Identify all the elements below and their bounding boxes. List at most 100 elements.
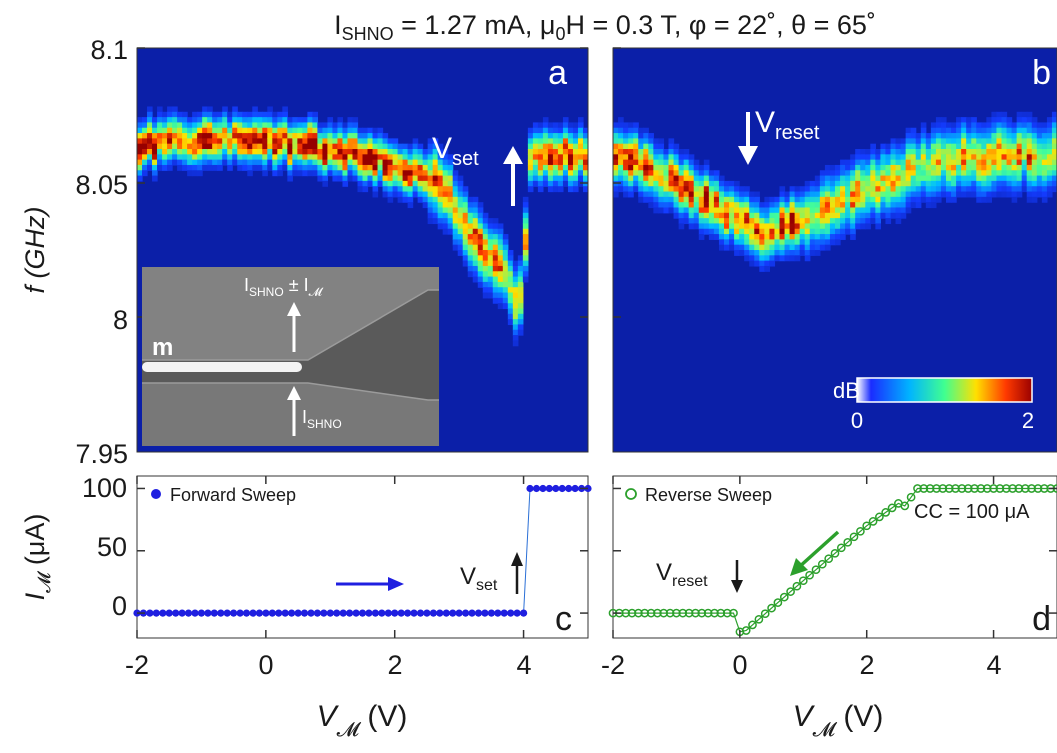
- heatmap-cell: [739, 218, 745, 225]
- heatmap-cell: [769, 250, 776, 256]
- heatmap-cell: [951, 164, 957, 171]
- heatmap-cell: [638, 186, 644, 193]
- heatmap-cell: [372, 175, 379, 182]
- heatmap-cell: [895, 191, 902, 198]
- heatmap-cell: [991, 180, 998, 187]
- heatmap-cell: [981, 149, 987, 155]
- heatmap-cell: [277, 138, 283, 145]
- heatmap-cell: [824, 212, 831, 219]
- heatmap-cell: [663, 159, 670, 166]
- heatmap-cell: [946, 154, 952, 161]
- heatmap-cell: [327, 170, 334, 177]
- heatmap-cell: [824, 244, 831, 251]
- heatmap-cell: [297, 133, 303, 139]
- heatmap-cell: [724, 218, 730, 225]
- heatmap-cell: [177, 133, 183, 139]
- heatmap-cell: [487, 265, 494, 272]
- heatmap-cell: [1021, 154, 1028, 161]
- heatmap-cell: [673, 154, 680, 161]
- heatmap-cell: [981, 180, 987, 187]
- heatmap-cell: [673, 164, 680, 171]
- legend-label-reverse: Reverse Sweep: [645, 485, 772, 505]
- heatmap-cell: [497, 281, 504, 288]
- heatmap-cell: [900, 191, 907, 198]
- heatmap-cell: [452, 175, 459, 182]
- heatmap-cell: [648, 143, 654, 150]
- heatmap-cell: [202, 117, 208, 124]
- heatmap-cell: [332, 154, 339, 161]
- heatmap-cell: [688, 164, 695, 171]
- heatmap-cell: [734, 239, 740, 246]
- data-point: [849, 532, 859, 542]
- heatmap-cell: [880, 149, 887, 155]
- heatmap-cell: [754, 207, 760, 214]
- heatmap-cell: [905, 202, 912, 209]
- colorbar: dB 0 2: [833, 377, 1034, 433]
- heatmap-cell: [779, 250, 786, 256]
- heatmap-cell: [875, 191, 882, 198]
- heatmap-cell: [734, 212, 740, 219]
- heatmap-cell: [1031, 133, 1038, 139]
- heatmap-cell: [996, 180, 1003, 187]
- heatmap-cell: [322, 170, 329, 177]
- heatmap-cell: [527, 186, 534, 193]
- heatmap-cell: [577, 127, 584, 134]
- heatmap-cell: [1036, 186, 1043, 193]
- heatmap-cell: [287, 175, 293, 182]
- heatmap-cell: [462, 234, 469, 240]
- heatmap-cell: [769, 207, 776, 214]
- data-point: [875, 512, 884, 522]
- heatmap-cell: [227, 133, 233, 139]
- data-point: [856, 526, 865, 536]
- heatmap-cell: [312, 149, 318, 155]
- heatmap-cell: [552, 164, 559, 171]
- heatmap-cell: [172, 122, 178, 129]
- heatmap-cell: [212, 149, 218, 155]
- heatmap-cell: [417, 196, 424, 203]
- heatmap-cell: [262, 143, 268, 150]
- heatmap-cell: [981, 127, 987, 134]
- heatmap-cell: [804, 180, 811, 187]
- heatmap-cell: [567, 122, 574, 129]
- heatmap-cell: [713, 170, 720, 177]
- heatmap-cell: [492, 250, 499, 256]
- heatmap-cell: [537, 164, 544, 171]
- heatmap-cell: [643, 175, 649, 182]
- heatmap-cell: [467, 265, 474, 272]
- heatmap-cell: [452, 218, 459, 225]
- panel-c: Forward Sweep Vset c 0 50 100 I𝓜 (μA): [20, 473, 592, 639]
- heatmap-cell: [784, 212, 791, 219]
- heatmap-cell: [532, 149, 539, 155]
- heatmap-cell: [367, 170, 374, 177]
- heatmap-cell: [552, 133, 559, 139]
- heatmap-cell: [668, 175, 675, 182]
- data-point: [932, 484, 941, 493]
- heatmap-cell: [377, 170, 384, 177]
- heatmap-cell: [487, 276, 494, 283]
- heatmap-cell: [147, 127, 153, 134]
- heatmap-cell: [262, 122, 268, 129]
- heatmap-cell: [582, 175, 588, 182]
- panel-d: Reverse Sweep CC = 100 μA Vreset d: [608, 475, 1057, 639]
- heatmap-cell: [708, 202, 715, 209]
- heatmap-cell: [1011, 127, 1018, 134]
- heatmap-cell: [1016, 127, 1023, 134]
- heatmap-cell: [996, 191, 1003, 198]
- heatmap-cell: [297, 117, 303, 124]
- heatmap-cell: [477, 271, 484, 278]
- heatmap-cell: [1031, 186, 1038, 193]
- heatmap-cell: [262, 138, 268, 145]
- heatmap-cell: [522, 234, 529, 240]
- heatmap-cell: [192, 133, 198, 139]
- heatmap-cell: [668, 159, 675, 166]
- heatmap-cell: [207, 133, 213, 139]
- heatmap-cell: [668, 154, 675, 161]
- heatmap-cell: [162, 138, 168, 145]
- heatmap-cell: [272, 111, 278, 118]
- heatmap-cell: [754, 239, 760, 246]
- heatmap-cell: [582, 127, 588, 134]
- heatmap-cell: [432, 218, 439, 225]
- heatmap-cell: [492, 255, 499, 262]
- heatmap-cell: [202, 149, 208, 155]
- heatmap-cell: [814, 234, 821, 240]
